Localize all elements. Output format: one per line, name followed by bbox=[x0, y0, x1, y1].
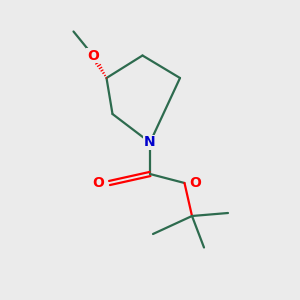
Text: O: O bbox=[92, 176, 104, 190]
Text: O: O bbox=[189, 176, 201, 190]
Text: O: O bbox=[87, 49, 99, 62]
Text: N: N bbox=[144, 136, 156, 149]
